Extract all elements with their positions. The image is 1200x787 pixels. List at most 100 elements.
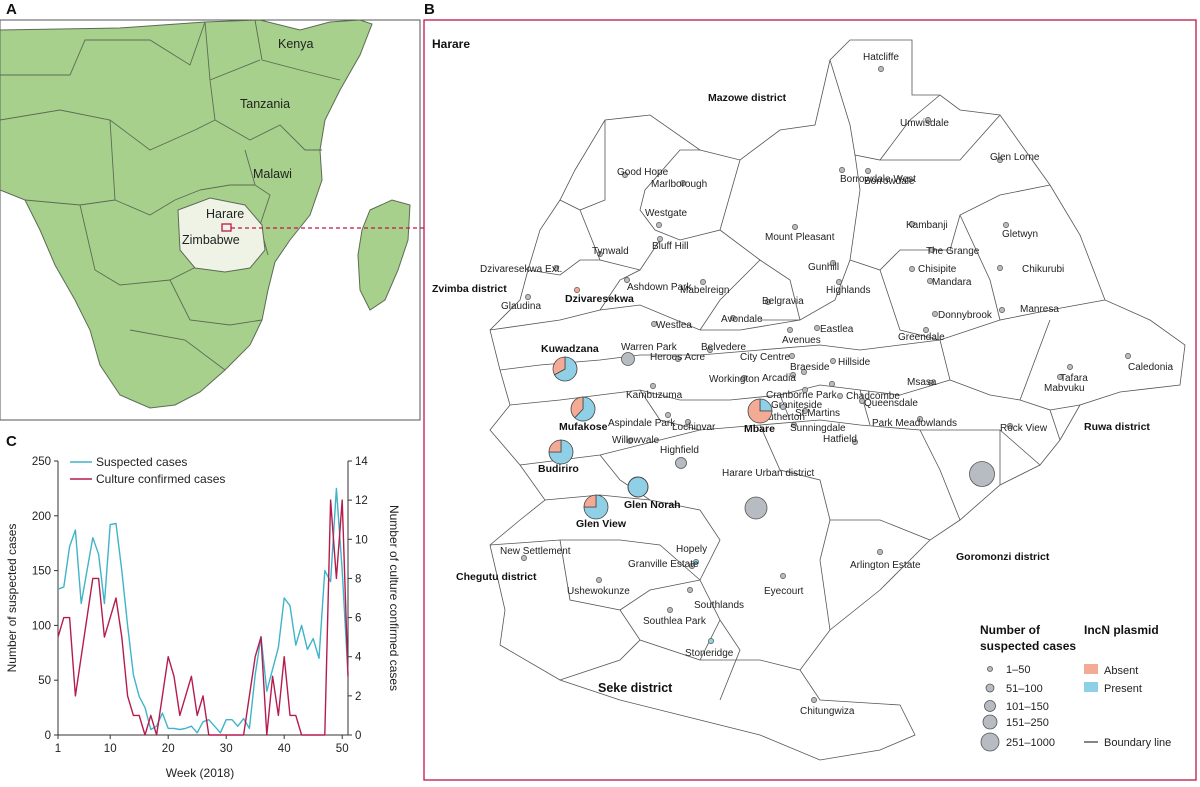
x-tick-label: 30: [220, 743, 233, 755]
dot-sunningdale: [791, 422, 797, 428]
suburb-glen-lorne: Glen Lorne: [990, 152, 1040, 163]
dot-good-hope: [622, 172, 628, 178]
suburb-umwisdale: Umwisdale: [900, 118, 949, 129]
suburb-borrowdale-west: Borrowdale West: [840, 174, 916, 185]
dot-the-grange: [929, 247, 935, 253]
y-right-tick-label: 2: [355, 691, 361, 703]
legend: Number of suspected cases 1–50 51–100 10…: [980, 623, 1171, 752]
suburb-eastlea: Eastlea: [820, 324, 854, 335]
suburb-kambanji: Kambanji: [906, 220, 948, 231]
suburb-queensdale: Queensdale: [864, 398, 918, 409]
suburb-cranborne-park: Cranborne Park: [766, 390, 838, 401]
zimbabwe-highlight: [177, 197, 266, 273]
y-right-tick-label: 4: [355, 652, 362, 664]
dot-park-meadowlands: [917, 416, 923, 422]
city-harare: Harare: [206, 207, 244, 221]
suburb-ashdown-park: Ashdown Park: [627, 282, 692, 293]
dot-mabelreign: [700, 279, 706, 285]
suburb-avenues: Avenues: [782, 335, 821, 346]
dot-glaudina: [525, 294, 531, 300]
circle-waterfalls: [744, 496, 768, 520]
pie-glen-view: Glen View: [576, 494, 627, 530]
country-borders: [0, 19, 341, 371]
suburb-workington: Workington: [709, 374, 759, 385]
panel-b-label: B: [424, 1, 435, 18]
dot-workington: [741, 375, 747, 381]
y-right-tick-label: 8: [355, 573, 361, 585]
district-labels: Mazowe district Zvimba district Ruwa dis…: [432, 92, 1150, 695]
dot-mabvuku: [1057, 374, 1063, 380]
dot-mandara: [927, 278, 933, 284]
suburb-belvedere: Belvedere: [701, 342, 746, 353]
suburb-highlands: Highlands: [826, 285, 870, 296]
dot-ushewokunze: [596, 577, 602, 583]
legend-size-label-2: 51–100: [1006, 683, 1043, 695]
dot-heroes-acre: [675, 356, 681, 362]
y-right-tick-label: 6: [355, 613, 361, 625]
suburb-marlborough: Marlborough: [651, 179, 707, 190]
chart-lines: [57, 487, 349, 736]
chart-axes: 1 10 20 30 40 50 0 50 100 150 200 250 0 2 4 6 8 10 12 14: [32, 456, 369, 755]
suburb-mount-pleasant: Mount Pleasant: [765, 232, 835, 243]
district-ruwa: Ruwa district: [1084, 421, 1150, 433]
pie-slice-absent: [570, 396, 584, 419]
dot-chikurubi: [997, 265, 1003, 271]
suburb-granville-estate: Granville Estate: [628, 559, 699, 570]
circle-epworth: [969, 461, 995, 487]
suburb-stoneridge: Stoneridge: [685, 648, 734, 659]
pie-slice-present: [548, 439, 574, 465]
suburb-greendale: Greendale: [898, 332, 945, 343]
dot-westlea: [651, 321, 657, 327]
dot-ashdown-park: [624, 277, 630, 283]
chart: 1 10 20 30 40 50 0 50 100 150 200 250 0 2 4 6 8 10 12 14 Su…: [5, 455, 401, 780]
y-axis-right-label: Number of culture confirmed cases: [387, 505, 401, 691]
suburb-hopely: Hopely: [676, 544, 707, 555]
dot-belvedere: [707, 347, 713, 353]
legend-present-swatch: [1084, 682, 1098, 692]
y-right-tick-label: 14: [355, 456, 368, 468]
suburb-heroes-acre: Heroes Acre: [650, 352, 705, 363]
dot-southlea-park: [667, 607, 673, 613]
legend-size-title-2: suspected cases: [980, 639, 1076, 653]
legend-size-1: [987, 666, 993, 672]
legend-suspected: Suspected cases: [96, 455, 187, 469]
outer-boundary: [489, 39, 1186, 761]
chart-legend: Suspected cases Culture confirmed cases: [70, 455, 225, 486]
suburb-manresa: Manresa: [1020, 304, 1059, 315]
suburb-hatcliffe: Hatcliffe: [863, 52, 899, 63]
suburb-arcadia: Arcadia: [762, 373, 796, 384]
suburb-park-meadowlands: Park Meadowlands: [872, 418, 957, 429]
suburb-gunhill: Gunhill: [808, 262, 839, 273]
suburb-arlington-estate: Arlington Estate: [850, 560, 921, 571]
suburb-chikurubi: Chikurubi: [1022, 264, 1064, 275]
x-tick-label: 10: [104, 743, 117, 755]
dot-city-centre: [789, 353, 795, 359]
district-urban: Harare Urban district: [722, 468, 814, 479]
suburb-chadcombe: Chadcombe: [846, 391, 900, 402]
dot-avondale: [730, 315, 736, 321]
legend-absent: Absent: [1104, 665, 1138, 677]
pie-slice-absent: [552, 356, 566, 376]
suburb-westgate: Westgate: [645, 208, 687, 219]
dot-chisipite: [909, 266, 915, 272]
pie-label-kuwadzana: Kuwadzana: [541, 343, 599, 355]
legend-size-3: [984, 700, 996, 712]
x-axis-label: Week (2018): [166, 766, 234, 780]
country-kenya: Kenya: [278, 37, 313, 51]
pie-mbare: Mbare: [744, 398, 775, 435]
suburb-tafara: Tafara: [1060, 373, 1088, 384]
suburb-kambuzuma: Kambuzuma: [626, 390, 683, 401]
dot-marlborough: [680, 180, 686, 186]
dot-queensdale: [859, 398, 865, 404]
dot-dzivareskwa-ext: [553, 265, 559, 271]
dot-graniteside: [802, 387, 808, 393]
y-left-tick-label: 250: [32, 456, 51, 468]
panel-c-label: C: [6, 433, 17, 450]
pie-label-budiriro: Budiriro: [538, 463, 579, 475]
pie-kuwadzana: Kuwadzana: [541, 343, 599, 382]
dot-hopely: [693, 559, 699, 565]
pie-slice-present: [574, 396, 596, 422]
suburb-gletwyn: Gletwyn: [1002, 229, 1038, 240]
dot-highlands: [836, 279, 842, 285]
